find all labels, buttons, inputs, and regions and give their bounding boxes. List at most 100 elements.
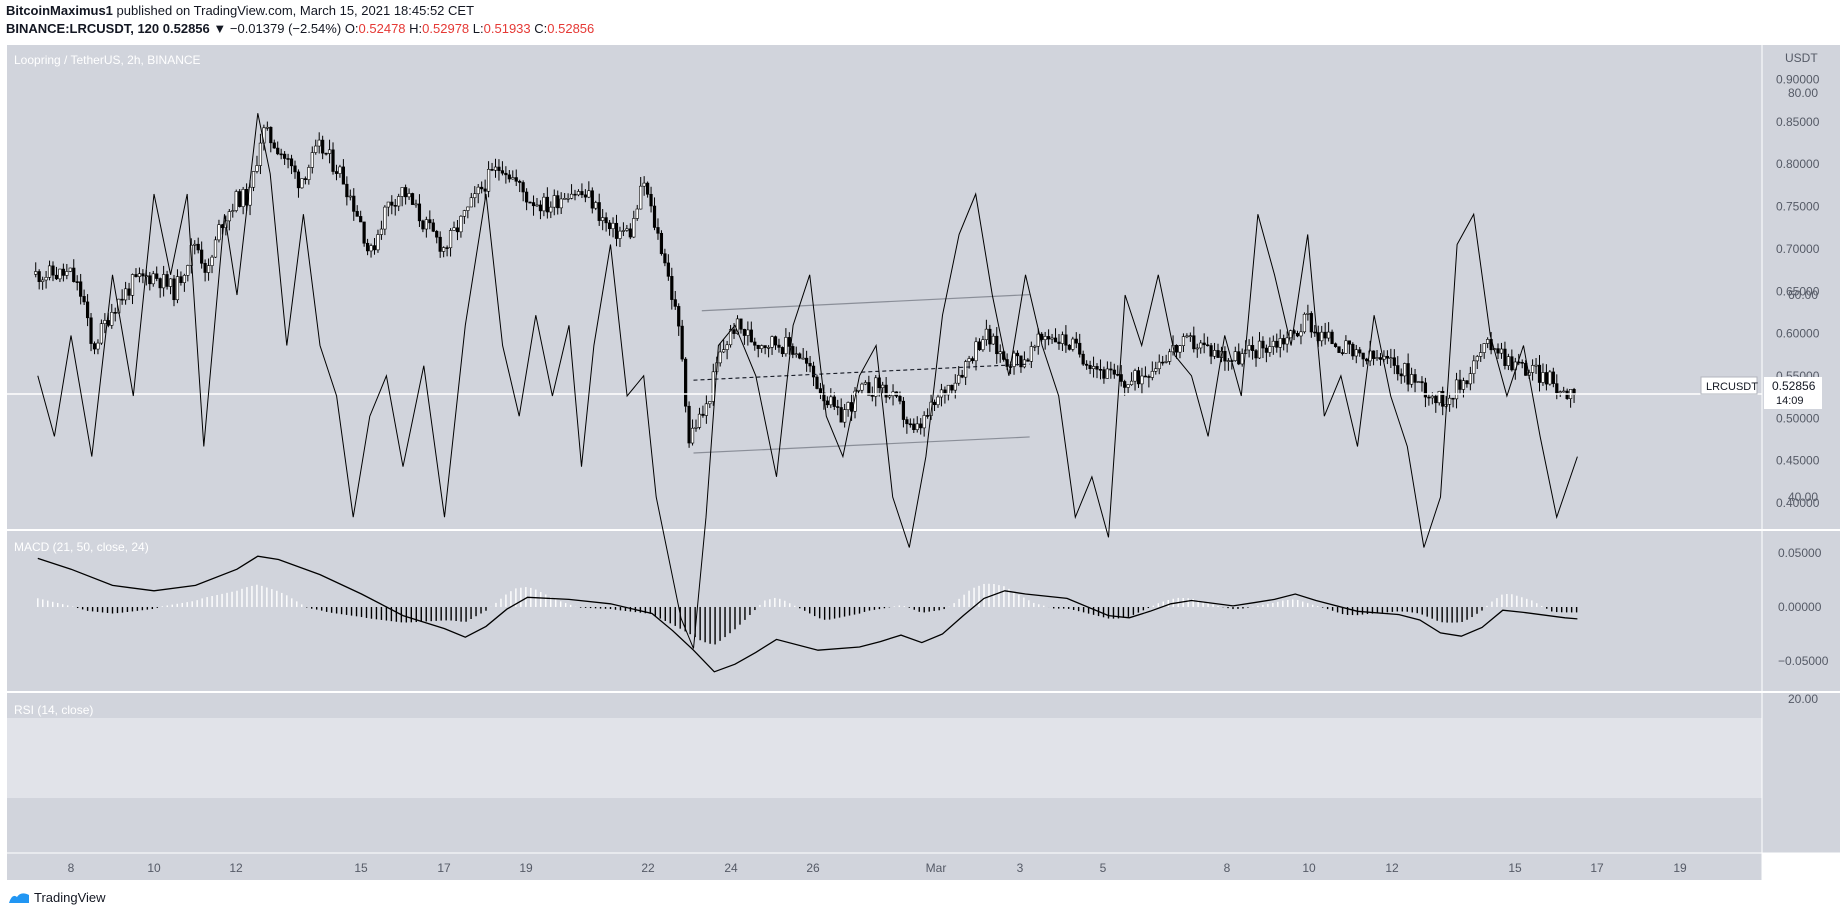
candle-down — [1019, 355, 1023, 368]
price-pane[interactable] — [7, 45, 1762, 529]
candle-down — [1465, 380, 1469, 385]
candle-up — [801, 357, 805, 360]
candle-up — [44, 277, 48, 281]
candle-down — [127, 288, 131, 296]
candle-up — [1530, 365, 1535, 373]
macd-pane[interactable] — [7, 531, 1762, 691]
candle-down — [583, 194, 587, 198]
candle-down — [1551, 371, 1555, 384]
candle-up — [881, 384, 885, 389]
footer-brand[interactable]: TradingView — [34, 890, 106, 905]
candle-up — [466, 206, 470, 211]
candle-down — [1064, 334, 1068, 346]
candle-up — [1499, 348, 1504, 354]
candle-down — [798, 353, 802, 359]
candle-down — [1510, 356, 1514, 371]
candle-up — [473, 193, 477, 199]
candle-up — [974, 341, 978, 362]
candle-up — [964, 361, 968, 378]
candle-up — [251, 171, 256, 188]
candle-down — [1161, 361, 1165, 364]
chart-canvas[interactable]: Loopring / TetherUS, 2h, BINANCE USDT MA… — [0, 0, 1840, 885]
candle-down — [1254, 350, 1258, 359]
candle-down — [521, 182, 525, 193]
last-price-tag: LRCUSDT 0.52856 14:09 — [1700, 376, 1822, 409]
candle-down — [82, 296, 86, 303]
candle-up — [1129, 380, 1134, 385]
candle-down — [345, 183, 349, 198]
candle-up — [348, 195, 352, 198]
candle-down — [165, 274, 169, 287]
rsi-band — [7, 718, 1762, 798]
candle-up — [476, 186, 480, 195]
candle-down — [92, 343, 97, 350]
price-change: ▼ −0.01379 (−2.54%) — [213, 21, 342, 36]
candle-down — [943, 389, 947, 396]
time-axis[interactable] — [7, 853, 1762, 880]
candle-down — [870, 395, 874, 397]
open-value: 0.52478 — [358, 21, 406, 36]
candle-up — [227, 211, 231, 222]
candle-up — [379, 228, 384, 235]
candle-down — [286, 158, 290, 160]
price-tick-label: 0.60000 — [1776, 327, 1820, 341]
candle-up — [1562, 390, 1566, 393]
candle-down — [1385, 355, 1389, 359]
channel-upper-line — [701, 294, 1030, 312]
candle-down — [1423, 382, 1428, 398]
candle-up — [1461, 380, 1466, 390]
candle-up — [936, 396, 940, 406]
candle-up — [1012, 352, 1016, 367]
candle-down — [836, 406, 840, 408]
tradingview-logo-icon — [9, 892, 29, 903]
candle-down — [1088, 365, 1092, 370]
candle-down — [404, 187, 408, 198]
candle-down — [341, 166, 345, 185]
candle-down — [950, 384, 954, 391]
candle-up — [1409, 374, 1414, 385]
candle-up — [1437, 391, 1441, 404]
candle-up — [843, 409, 847, 423]
candle-down — [1026, 359, 1030, 362]
high-label: H: — [409, 21, 423, 36]
candle-up — [41, 279, 45, 282]
candle-up — [611, 222, 615, 230]
candle-down — [483, 188, 487, 192]
candle-down — [818, 388, 823, 394]
candle-down — [732, 329, 736, 334]
candle-down — [321, 139, 325, 154]
candle-up — [1036, 333, 1040, 347]
candle-up — [967, 358, 971, 362]
candle-down — [1206, 344, 1210, 347]
candle-up — [1126, 384, 1130, 388]
candle-down — [628, 228, 632, 238]
candle-up — [694, 427, 698, 429]
candle-down — [79, 281, 83, 297]
candle-down — [680, 325, 684, 360]
candle-up — [452, 227, 456, 231]
candle-down — [1351, 343, 1355, 357]
candle-up — [760, 345, 764, 349]
rsi-tick-label: 40.00 — [1788, 490, 1818, 504]
publisher-name[interactable]: BitcoinMaximus1 — [6, 3, 113, 18]
candle-up — [1257, 340, 1262, 359]
candle-down — [417, 203, 422, 222]
candle-down — [839, 407, 843, 423]
candle-down — [1396, 365, 1400, 375]
candle-down — [832, 396, 836, 407]
price-tag-box — [1764, 377, 1822, 409]
candle-up — [144, 275, 148, 278]
candle-down — [1078, 342, 1082, 355]
candle-up — [704, 403, 708, 416]
candle-up — [552, 195, 556, 208]
candle-down — [54, 274, 59, 280]
candle-down — [701, 413, 705, 416]
ohlc-header: BINANCE:LRCUSDT, 120 0.52856 ▼ −0.01379 … — [6, 21, 594, 36]
candle-down — [490, 169, 494, 171]
candle-down — [196, 243, 200, 251]
candle-down — [649, 193, 653, 207]
candle-up — [1029, 346, 1033, 362]
price-axis[interactable] — [1762, 45, 1840, 853]
candle-down — [289, 158, 294, 167]
candle-down — [238, 191, 242, 207]
